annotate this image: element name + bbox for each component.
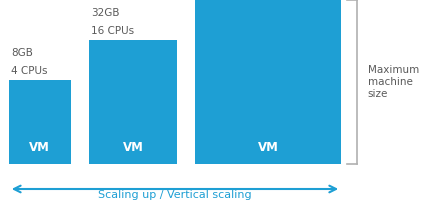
Text: Scaling up / Vertical scaling: Scaling up / Vertical scaling <box>98 190 252 200</box>
Text: 32GB: 32GB <box>91 8 119 18</box>
Text: 16 CPUs: 16 CPUs <box>91 26 134 36</box>
Text: VM: VM <box>29 141 51 154</box>
Text: VM: VM <box>122 141 144 154</box>
Bar <box>9 80 71 164</box>
Text: 8GB: 8GB <box>11 48 33 58</box>
Text: 4 CPUs: 4 CPUs <box>11 66 47 76</box>
Text: VM: VM <box>257 141 279 154</box>
Text: Maximum
machine
size: Maximum machine size <box>368 65 419 99</box>
Bar <box>195 0 341 164</box>
Bar <box>89 40 177 164</box>
